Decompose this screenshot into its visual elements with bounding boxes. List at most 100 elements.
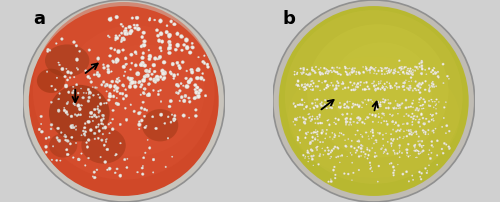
Ellipse shape (380, 83, 381, 84)
Ellipse shape (302, 154, 304, 156)
Ellipse shape (354, 147, 356, 149)
Ellipse shape (142, 157, 145, 159)
Ellipse shape (383, 153, 384, 154)
Ellipse shape (80, 114, 82, 116)
Ellipse shape (148, 147, 151, 149)
Ellipse shape (431, 144, 433, 146)
Ellipse shape (206, 63, 209, 66)
Ellipse shape (142, 79, 146, 83)
Ellipse shape (408, 106, 410, 108)
Ellipse shape (420, 83, 422, 86)
Ellipse shape (22, 0, 225, 202)
Ellipse shape (388, 107, 390, 109)
Ellipse shape (135, 16, 139, 20)
Ellipse shape (373, 68, 376, 70)
Ellipse shape (434, 68, 435, 69)
Ellipse shape (338, 135, 340, 137)
Ellipse shape (324, 80, 326, 82)
Ellipse shape (94, 132, 96, 135)
Ellipse shape (324, 67, 326, 69)
Ellipse shape (124, 94, 128, 97)
Ellipse shape (148, 49, 150, 51)
Ellipse shape (410, 68, 412, 70)
Ellipse shape (428, 129, 429, 131)
Ellipse shape (433, 120, 434, 121)
Ellipse shape (297, 117, 298, 118)
Ellipse shape (430, 99, 432, 100)
Ellipse shape (366, 116, 368, 118)
Ellipse shape (337, 82, 339, 84)
Ellipse shape (312, 89, 314, 91)
Ellipse shape (64, 135, 67, 138)
Ellipse shape (114, 36, 119, 40)
Ellipse shape (122, 38, 126, 41)
Ellipse shape (350, 118, 352, 120)
Ellipse shape (376, 155, 378, 157)
Ellipse shape (338, 119, 340, 121)
Ellipse shape (325, 87, 328, 89)
Ellipse shape (320, 132, 323, 134)
Ellipse shape (317, 122, 320, 124)
Ellipse shape (96, 57, 100, 60)
Ellipse shape (360, 145, 362, 146)
Ellipse shape (316, 134, 318, 135)
Ellipse shape (338, 106, 340, 108)
Ellipse shape (341, 83, 342, 85)
Ellipse shape (353, 70, 355, 73)
Ellipse shape (321, 101, 322, 103)
Ellipse shape (380, 122, 382, 123)
Ellipse shape (403, 68, 404, 69)
Ellipse shape (120, 32, 123, 34)
Ellipse shape (106, 169, 108, 171)
Ellipse shape (332, 132, 333, 134)
Ellipse shape (148, 57, 151, 61)
Ellipse shape (411, 117, 412, 118)
Ellipse shape (90, 128, 92, 132)
Ellipse shape (395, 82, 398, 84)
Ellipse shape (357, 122, 358, 124)
Ellipse shape (430, 105, 431, 107)
Ellipse shape (136, 27, 140, 31)
Ellipse shape (406, 155, 408, 156)
Ellipse shape (70, 124, 73, 128)
Ellipse shape (366, 104, 367, 105)
Ellipse shape (299, 103, 301, 106)
Ellipse shape (194, 84, 197, 87)
Ellipse shape (320, 141, 321, 143)
Ellipse shape (152, 172, 154, 173)
Ellipse shape (49, 49, 51, 51)
Ellipse shape (308, 113, 310, 114)
Ellipse shape (354, 88, 356, 90)
Ellipse shape (388, 71, 390, 73)
Ellipse shape (148, 54, 152, 59)
Ellipse shape (360, 134, 362, 135)
Ellipse shape (352, 162, 353, 163)
Ellipse shape (301, 99, 303, 101)
Ellipse shape (312, 89, 314, 90)
Ellipse shape (362, 145, 364, 147)
Ellipse shape (407, 143, 410, 145)
Ellipse shape (348, 106, 350, 109)
Ellipse shape (410, 77, 412, 79)
Ellipse shape (424, 131, 426, 133)
Ellipse shape (416, 107, 418, 109)
Ellipse shape (308, 117, 310, 119)
Ellipse shape (350, 152, 351, 154)
Ellipse shape (357, 122, 358, 123)
Ellipse shape (394, 107, 395, 108)
Ellipse shape (375, 67, 376, 68)
Ellipse shape (328, 119, 329, 120)
Ellipse shape (184, 38, 188, 42)
Ellipse shape (342, 88, 344, 90)
Ellipse shape (416, 84, 418, 87)
Ellipse shape (328, 70, 330, 72)
Ellipse shape (346, 101, 348, 103)
Ellipse shape (344, 103, 346, 105)
Ellipse shape (346, 156, 348, 157)
Ellipse shape (324, 138, 326, 139)
Ellipse shape (112, 109, 114, 112)
Ellipse shape (368, 69, 370, 71)
Ellipse shape (392, 166, 394, 168)
Ellipse shape (148, 83, 150, 85)
Ellipse shape (130, 104, 132, 106)
